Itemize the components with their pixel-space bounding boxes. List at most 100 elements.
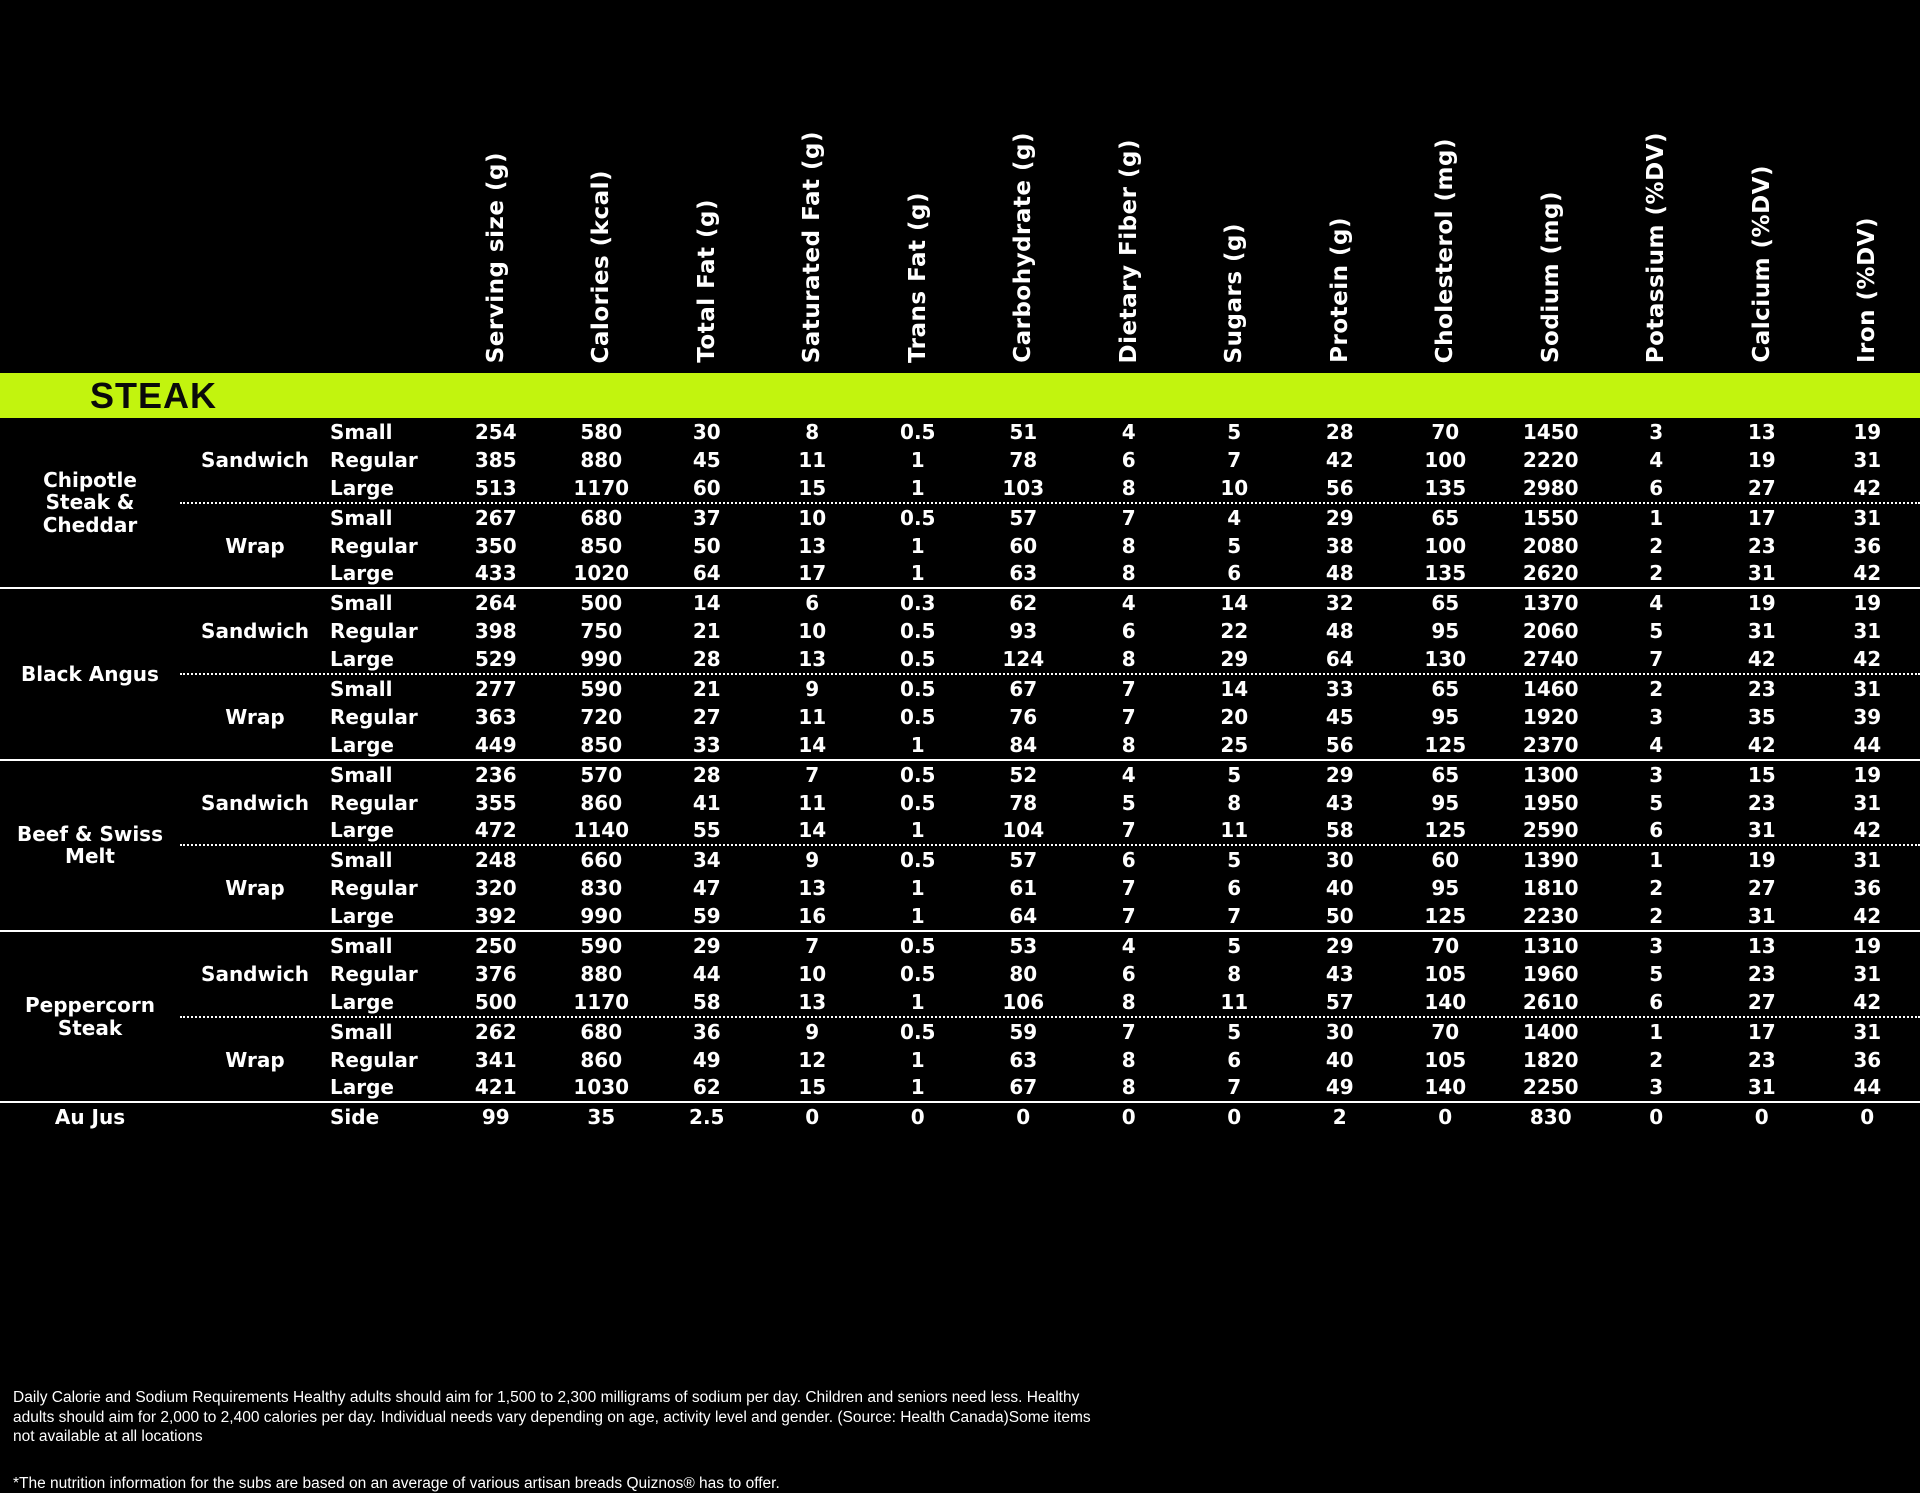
value-cell: 35 bbox=[1709, 705, 1815, 729]
value-cell: 1 bbox=[865, 1048, 971, 1072]
column-header-label: Protein (g) bbox=[1327, 217, 1353, 363]
value-cell: 38 bbox=[1287, 534, 1393, 558]
value-cell: 105 bbox=[1393, 962, 1499, 986]
value-cell: 44 bbox=[1815, 733, 1920, 757]
format-label: Sandwich bbox=[180, 418, 330, 502]
value-cell: 8 bbox=[760, 420, 866, 444]
format-label bbox=[180, 1103, 330, 1131]
value-cell: 2 bbox=[1604, 677, 1710, 701]
value-cell: 42 bbox=[1709, 733, 1815, 757]
value-cell: 19 bbox=[1709, 591, 1815, 615]
value-cell: 49 bbox=[1287, 1075, 1393, 1099]
value-cell: 0.5 bbox=[865, 848, 971, 872]
value-cell: 13 bbox=[1709, 420, 1815, 444]
value-cell: 15 bbox=[760, 1075, 866, 1099]
value-cell: 21 bbox=[654, 619, 760, 643]
size-label: Regular bbox=[330, 705, 443, 729]
value-cell: 2.5 bbox=[654, 1105, 760, 1129]
value-cell: 9 bbox=[760, 848, 866, 872]
value-cell: 13 bbox=[760, 876, 866, 900]
product-group-name: Black Angus bbox=[21, 663, 159, 685]
value-cell: 42 bbox=[1287, 448, 1393, 472]
value-cell: 130 bbox=[1393, 647, 1499, 671]
value-cell: 50 bbox=[1287, 904, 1393, 928]
value-cell: 5 bbox=[1182, 420, 1288, 444]
value-cell: 7 bbox=[1182, 1075, 1288, 1099]
value-cell: 99 bbox=[443, 1105, 549, 1129]
value-cell: 2980 bbox=[1498, 476, 1604, 500]
value-cell: 48 bbox=[1287, 619, 1393, 643]
value-cell: 4 bbox=[1604, 733, 1710, 757]
value-cell: 17 bbox=[1709, 1020, 1815, 1044]
value-cell: 31 bbox=[1815, 677, 1920, 701]
value-cell: 36 bbox=[654, 1020, 760, 1044]
column-header-label: Total Fat (g) bbox=[694, 199, 720, 363]
value-cell: 1 bbox=[865, 990, 971, 1014]
value-cell: 990 bbox=[549, 904, 655, 928]
value-cell: 1 bbox=[865, 904, 971, 928]
value-cell: 11 bbox=[1182, 818, 1288, 842]
value-cell: 363 bbox=[443, 705, 549, 729]
value-cell: 42 bbox=[1815, 476, 1920, 500]
value-cell: 8 bbox=[1076, 733, 1182, 757]
value-cell: 37 bbox=[654, 506, 760, 530]
value-cell: 0.5 bbox=[865, 791, 971, 815]
value-cell: 40 bbox=[1287, 876, 1393, 900]
value-cell: 350 bbox=[443, 534, 549, 558]
value-cell: 76 bbox=[971, 705, 1077, 729]
value-cell: 106 bbox=[971, 990, 1077, 1014]
value-cell: 1 bbox=[1604, 848, 1710, 872]
value-cell: 84 bbox=[971, 733, 1077, 757]
value-cell: 10 bbox=[1182, 476, 1288, 500]
value-cell: 29 bbox=[1287, 763, 1393, 787]
size-label: Large bbox=[330, 647, 443, 671]
value-cell: 104 bbox=[971, 818, 1077, 842]
daily-requirements-note: Daily Calorie and Sodium Requirements He… bbox=[13, 1388, 1103, 1447]
value-cell: 31 bbox=[1709, 561, 1815, 585]
value-cell: 10 bbox=[760, 619, 866, 643]
value-cell: 105 bbox=[1393, 1048, 1499, 1072]
value-cell: 9 bbox=[760, 677, 866, 701]
value-cell: 590 bbox=[549, 677, 655, 701]
value-cell: 6 bbox=[1182, 876, 1288, 900]
value-cell: 4 bbox=[1182, 506, 1288, 530]
value-cell: 16 bbox=[760, 904, 866, 928]
value-cell: 2590 bbox=[1498, 818, 1604, 842]
category-banner: STEAK bbox=[0, 373, 1920, 418]
value-cell: 1170 bbox=[549, 990, 655, 1014]
value-cell: 30 bbox=[1287, 848, 1393, 872]
value-cell: 70 bbox=[1393, 934, 1499, 958]
value-cell: 1550 bbox=[1498, 506, 1604, 530]
value-cell: 0 bbox=[1815, 1105, 1920, 1129]
column-headers: Serving size (g)Calories (kcal)Total Fat… bbox=[0, 0, 1920, 373]
value-cell: 1810 bbox=[1498, 876, 1604, 900]
product-group-label: Peppercorn Steak bbox=[0, 932, 180, 1101]
value-cell: 0.5 bbox=[865, 647, 971, 671]
column-header-label: Trans Fat (g) bbox=[905, 192, 931, 363]
value-cell: 64 bbox=[971, 904, 1077, 928]
column-header-cell: Calories (kcal) bbox=[549, 0, 655, 373]
value-cell: 14 bbox=[760, 733, 866, 757]
value-cell: 5 bbox=[1604, 619, 1710, 643]
value-cell: 14 bbox=[654, 591, 760, 615]
bread-average-note: *The nutrition information for the subs … bbox=[13, 1474, 1103, 1493]
size-label: Small bbox=[330, 420, 443, 444]
value-cell: 1 bbox=[865, 561, 971, 585]
value-cell: 8 bbox=[1076, 476, 1182, 500]
column-header-cell: Protein (g) bbox=[1287, 0, 1393, 373]
value-cell: 29 bbox=[1182, 647, 1288, 671]
value-cell: 1030 bbox=[549, 1075, 655, 1099]
value-cell: 990 bbox=[549, 647, 655, 671]
value-cell: 95 bbox=[1393, 619, 1499, 643]
format-label: Sandwich bbox=[180, 761, 330, 845]
value-cell: 4 bbox=[1604, 448, 1710, 472]
